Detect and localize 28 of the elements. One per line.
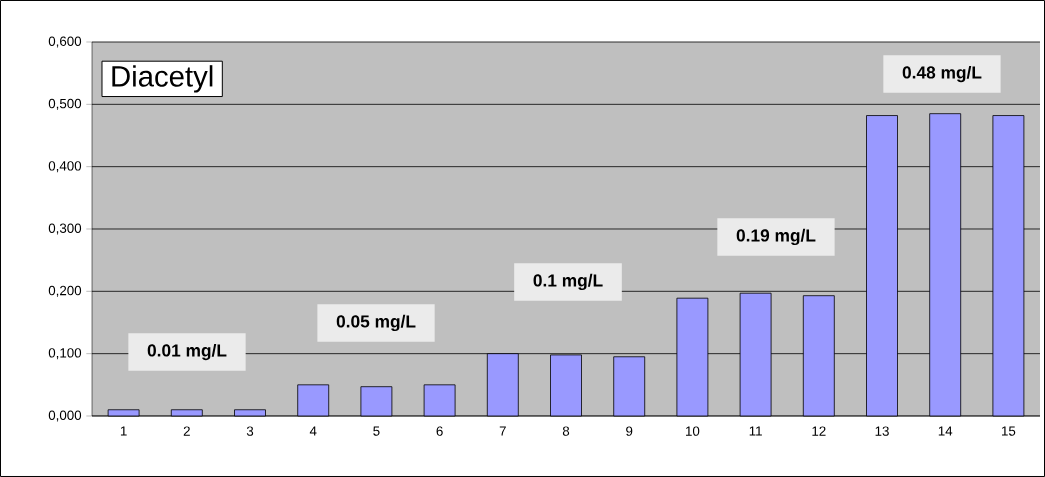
x-tick-label: 7	[499, 426, 506, 436]
y-tick-label: 0,400	[48, 161, 82, 173]
x-tick-label: 6	[436, 426, 443, 436]
annotation: 0.01 mg/L	[147, 343, 227, 361]
x-tick-label: 10	[686, 426, 700, 436]
x-tick-label: 13	[875, 426, 889, 436]
y-tick-label: 0,300	[48, 223, 82, 235]
y-tick-label: 0,200	[48, 285, 82, 297]
x-tick-label: 14	[938, 426, 953, 436]
y-tick-label: 0,000	[48, 410, 82, 422]
x-tick-label: 8	[562, 426, 570, 436]
annotation: 0.19 mg/L	[736, 228, 816, 246]
y-tick-label: 0,100	[48, 348, 82, 360]
text: Diacetyl	[112, 65, 213, 93]
y-tick-label: 0,600	[48, 36, 82, 48]
x-tick-label: 2	[183, 426, 190, 436]
x-tick-label: 5	[373, 426, 380, 436]
y-tick-label: 0,500	[48, 98, 82, 110]
annotation: 0.05 mg/L	[336, 314, 416, 332]
x-tick-label: 4	[309, 426, 317, 436]
annotation: 0.48 mg/L	[902, 65, 982, 83]
x-tick-label: 11	[749, 426, 762, 436]
x-tick-label: 15	[1002, 426, 1016, 436]
x-tick-label: 12	[812, 426, 826, 436]
x-tick-label: 9	[626, 426, 633, 436]
x-tick-label: 3	[246, 426, 254, 436]
x-tick-label: 1	[120, 426, 127, 436]
annotation: 0.1 mg/L	[533, 273, 603, 291]
